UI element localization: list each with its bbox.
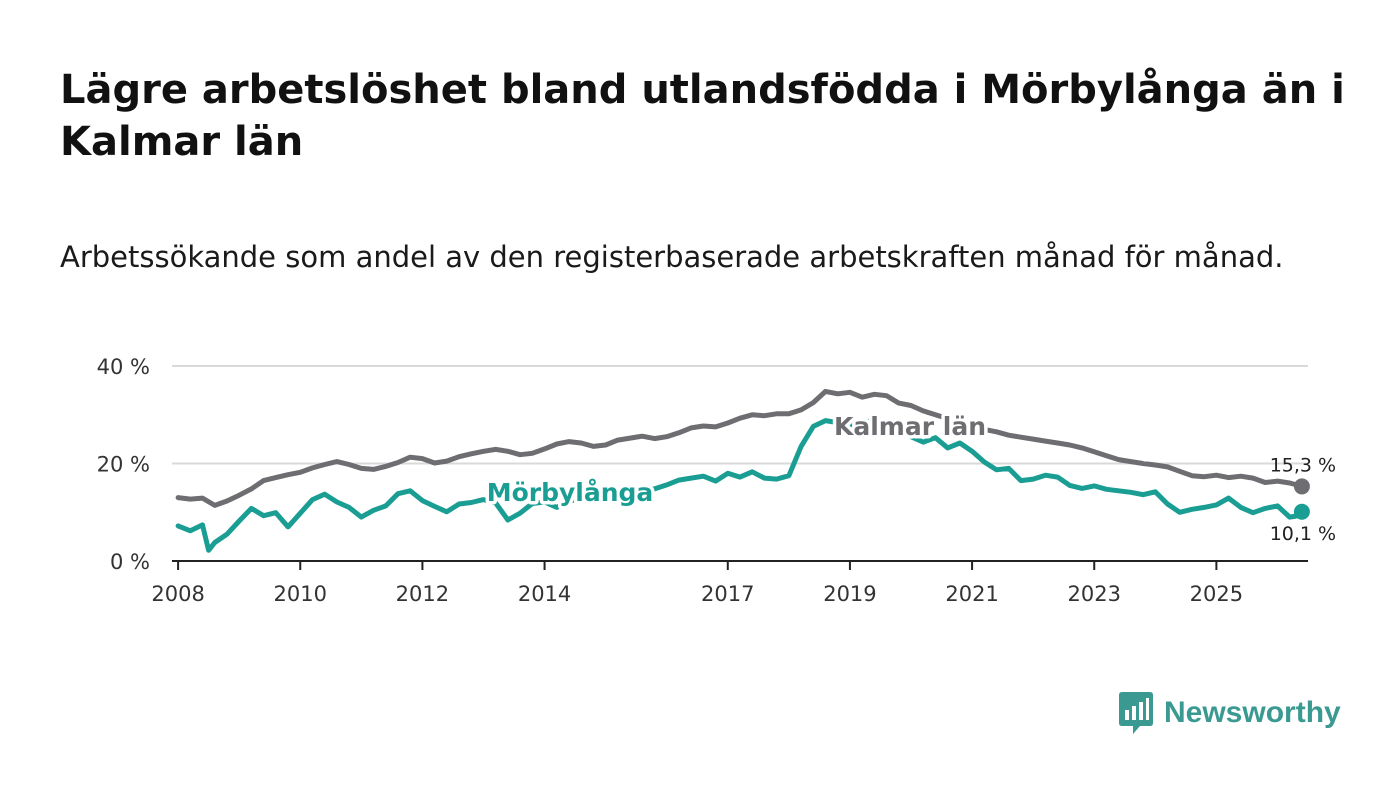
x-tick-label: 2012 [396,582,449,606]
kalmar-end-value-label: 15,3 % [1270,454,1336,476]
x-tick-label: 2025 [1190,582,1243,606]
x-tick-label: 2019 [823,582,876,606]
y-tick-label: 0 % [110,550,150,574]
x-tick-label: 2010 [274,582,327,606]
kalmar-end-marker [1293,478,1310,495]
kalmar-series-line [175,388,1305,508]
chart-subtitle: Arbetssökande som andel av den registerb… [60,240,1284,274]
x-tick-label: 2014 [518,582,571,606]
x-tick-label: 2021 [945,582,998,606]
y-tick-label: 40 % [97,355,150,379]
morbylanga-end-marker [1293,503,1310,520]
line-chart: 0 % 20 % 40 % 2008 2010 2012 2014 2017 2019 2021 2… [97,355,1336,606]
x-tick-label: 2017 [701,582,754,606]
newsworthy-logo[interactable]: Newsworthy [1118,690,1341,736]
morbylanga-series-label: Mörbylånga [487,478,654,507]
kalmar-series-label: Kalmar län [834,412,986,441]
morbylanga-end-value-label: 10,1 % [1270,523,1336,545]
newsworthy-logo-icon [1119,692,1153,734]
chart-title: Lägre arbetslöshet bland utlandsfödda i … [60,67,1345,165]
x-tick-label: 2008 [151,582,204,606]
morbylanga-series-line [175,415,1305,553]
x-tick-label: 2023 [1068,582,1121,606]
y-tick-label: 20 % [97,453,150,477]
newsworthy-logo-text: Newsworthy [1164,696,1341,729]
